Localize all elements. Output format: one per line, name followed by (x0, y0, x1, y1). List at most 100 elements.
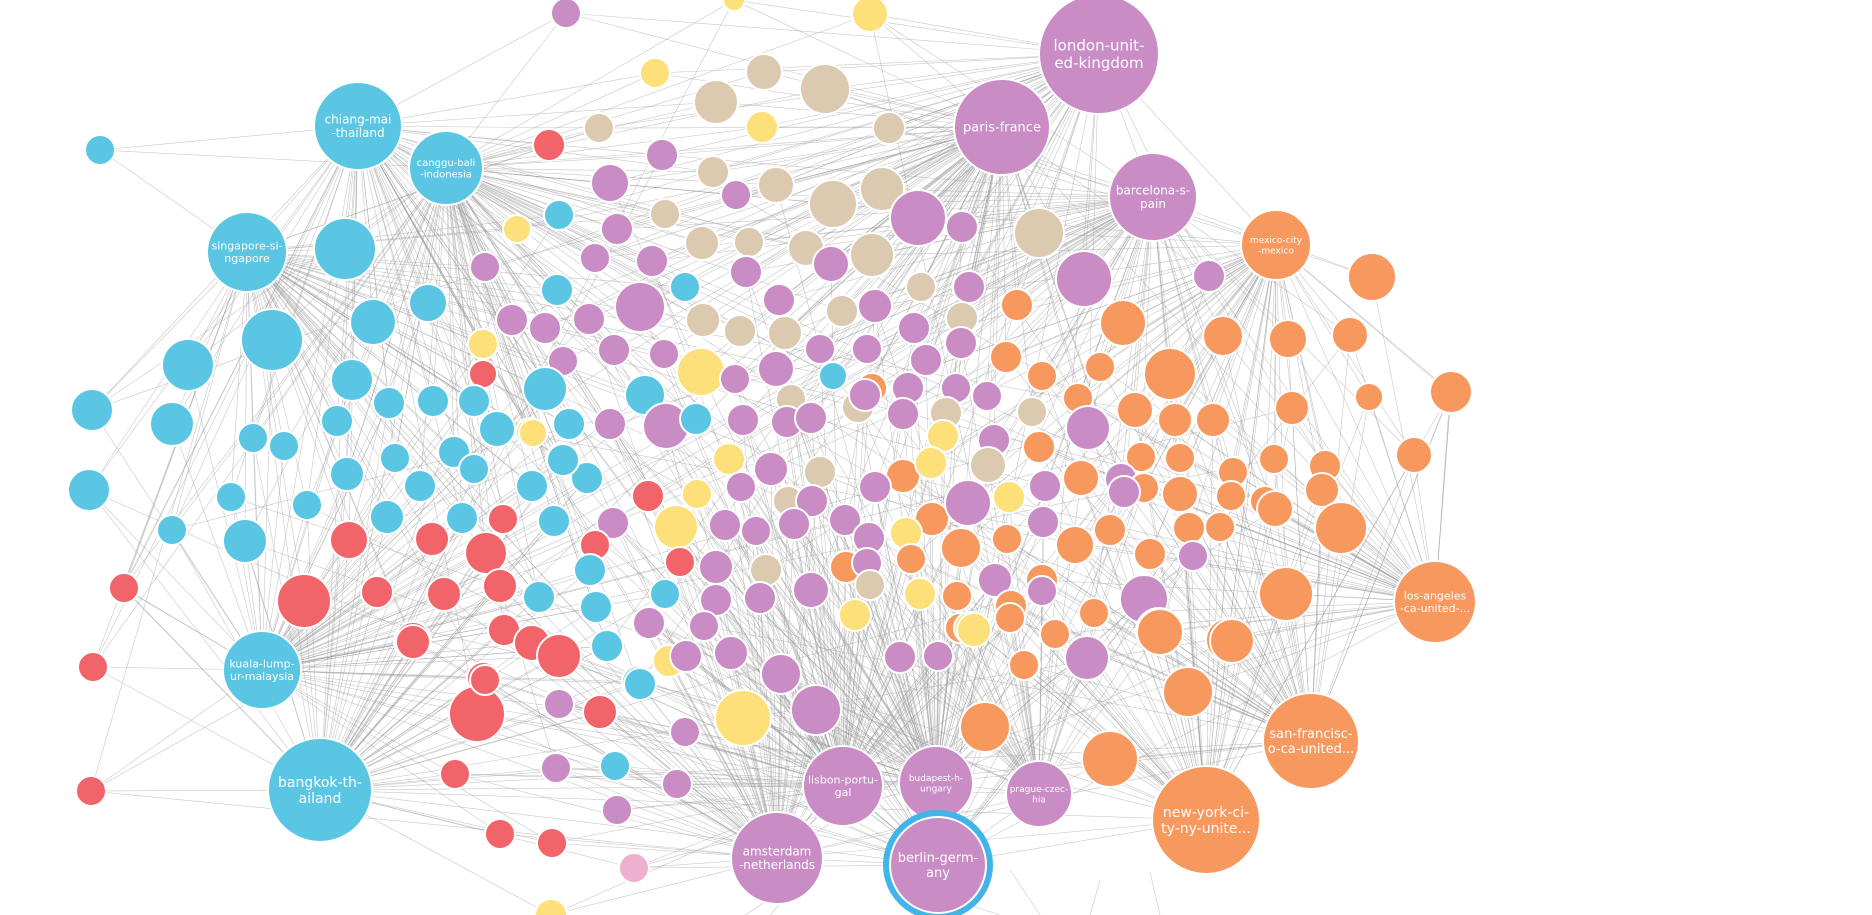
graph-node-purple[interactable] (645, 138, 679, 172)
graph-node-cyan[interactable] (222, 518, 268, 564)
hub-node-los-angeles-ca-united[interactable]: los-angeles-ca-united-... (1393, 560, 1477, 644)
graph-node-tan[interactable] (693, 79, 739, 125)
graph-node-purple[interactable] (726, 403, 760, 437)
graph-node-cyan[interactable] (240, 308, 304, 372)
graph-node-cyan[interactable] (599, 750, 631, 782)
graph-node-purple[interactable] (495, 303, 529, 337)
graph-node-orange[interactable] (1314, 501, 1368, 555)
graph-node-cyan[interactable] (329, 456, 365, 492)
graph-node-orange[interactable] (1195, 402, 1231, 438)
graph-node-cyan[interactable] (408, 283, 448, 323)
graph-node-orange[interactable] (1347, 252, 1397, 302)
hub-circle[interactable] (1108, 152, 1198, 242)
graph-node-red[interactable] (464, 531, 508, 575)
graph-node-purple[interactable] (804, 333, 836, 365)
graph-node-red[interactable] (276, 573, 332, 629)
graph-node-orange[interactable] (1274, 390, 1310, 426)
hub-circle[interactable] (313, 81, 403, 171)
graph-node-purple[interactable] (792, 571, 830, 609)
hub-circle[interactable] (408, 130, 484, 206)
graph-node-cyan[interactable] (445, 501, 479, 535)
graph-node-red[interactable] (482, 568, 518, 604)
graph-node-yellow[interactable] (712, 442, 746, 476)
graph-node-orange[interactable] (1331, 316, 1369, 354)
graph-node-tan[interactable] (808, 179, 858, 229)
graph-node-purple[interactable] (1026, 575, 1058, 607)
graph-node-yellow[interactable] (914, 446, 948, 480)
graph-node-orange[interactable] (1099, 299, 1147, 347)
graph-node-orange[interactable] (941, 580, 973, 612)
hub-node-budapest-hungary[interactable]: budapest-h-ungary (898, 745, 974, 821)
graph-node-cyan[interactable] (552, 407, 586, 441)
graph-node-red[interactable] (536, 827, 568, 859)
graph-node-purple[interactable] (858, 470, 892, 504)
graph-node-orange[interactable] (1062, 459, 1100, 497)
graph-node-cyan[interactable] (546, 443, 580, 477)
hub-circle[interactable] (1240, 209, 1312, 281)
graph-node-purple[interactable] (922, 640, 954, 672)
graph-node-orange[interactable] (1084, 351, 1116, 383)
graph-node-yellow[interactable] (681, 478, 713, 510)
graph-node-orange[interactable] (1202, 315, 1244, 357)
graph-node-purple[interactable] (757, 350, 795, 388)
graph-node-orange[interactable] (1143, 347, 1197, 401)
hub-node-barcelona-spain[interactable]: barcelona-s-pain (1108, 152, 1198, 242)
graph-node-tan[interactable] (969, 446, 1007, 484)
graph-node-tan[interactable] (905, 271, 937, 303)
graph-node-tan[interactable] (749, 553, 783, 587)
hub-circle[interactable] (1393, 560, 1477, 644)
graph-node-tan[interactable] (872, 111, 906, 145)
graph-node-orange[interactable] (940, 527, 982, 569)
graph-node-red[interactable] (360, 575, 394, 609)
graph-node-purple[interactable] (713, 635, 749, 671)
graph-node-purple[interactable] (812, 245, 850, 283)
graph-node-orange[interactable] (1008, 649, 1040, 681)
graph-node-red[interactable] (77, 651, 109, 683)
graph-node-orange[interactable] (1162, 666, 1214, 718)
graph-node-purple[interactable] (1177, 540, 1209, 572)
graph-node-cyan[interactable] (70, 388, 114, 432)
graph-node-purple[interactable] (944, 326, 978, 360)
graph-node-purple[interactable] (1065, 405, 1111, 451)
graph-node-tan[interactable] (767, 315, 803, 351)
graph-node-orange[interactable] (895, 543, 927, 575)
graph-node-cyan[interactable] (372, 386, 406, 420)
graph-node-yellow[interactable] (534, 898, 568, 915)
graph-node-cyan[interactable] (237, 422, 269, 454)
graph-node-orange[interactable] (1258, 566, 1314, 622)
graph-node-tan[interactable] (803, 455, 837, 489)
graph-node-red[interactable] (532, 128, 566, 162)
graph-node-cyan[interactable] (540, 273, 574, 307)
graph-node-purple[interactable] (614, 281, 666, 333)
graph-node-purple[interactable] (719, 363, 751, 395)
graph-node-red[interactable] (448, 685, 506, 743)
graph-node-purple[interactable] (543, 688, 575, 720)
graph-node-cyan[interactable] (623, 667, 657, 701)
graph-node-purple[interactable] (790, 684, 842, 736)
graph-node-cyan[interactable] (570, 461, 604, 495)
graph-node-purple[interactable] (729, 255, 763, 289)
graph-node-yellow[interactable] (851, 0, 889, 33)
graph-node-red[interactable] (395, 624, 431, 660)
graph-node-cyan[interactable] (522, 580, 556, 614)
graph-node-purple[interactable] (762, 283, 796, 317)
hub-circle[interactable] (1151, 765, 1261, 875)
graph-node-cyan[interactable] (291, 489, 323, 521)
graph-node-cyan[interactable] (669, 271, 701, 303)
graph-node-purple[interactable] (952, 270, 986, 304)
graph-node-red[interactable] (582, 694, 618, 730)
graph-node-purple[interactable] (777, 507, 811, 541)
graph-node-orange[interactable] (1136, 608, 1184, 656)
hub-node-paris-france[interactable]: paris-france (953, 78, 1051, 176)
graph-node-tan[interactable] (799, 63, 851, 115)
graph-node-purple[interactable] (883, 640, 917, 674)
graph-node-purple[interactable] (889, 189, 947, 247)
graph-node-yellow[interactable] (518, 418, 548, 448)
graph-node-cyan[interactable] (215, 481, 247, 513)
hub-circle[interactable] (1005, 760, 1073, 828)
graph-node-purple[interactable] (648, 338, 680, 370)
graph-node-tan[interactable] (684, 225, 720, 261)
graph-node-purple[interactable] (579, 242, 611, 274)
graph-node-yellow[interactable] (676, 347, 726, 397)
